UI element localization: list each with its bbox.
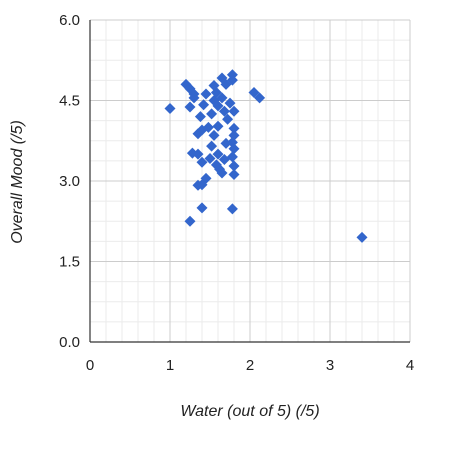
data-point (228, 160, 240, 172)
x-axis-title: Water (out of 5) (/5) (180, 403, 319, 420)
data-point (208, 79, 220, 91)
data-point (198, 99, 210, 111)
x-tick-label: 0 (86, 357, 94, 374)
data-point (200, 88, 212, 100)
data-point (224, 97, 236, 109)
data-point (184, 101, 196, 113)
data-points (164, 69, 368, 243)
data-point (206, 108, 218, 120)
data-point (212, 120, 224, 132)
data-point (204, 152, 216, 164)
data-point (196, 179, 208, 191)
data-point (220, 137, 232, 149)
data-point (254, 92, 266, 104)
data-point (212, 100, 224, 112)
x-tick-label: 4 (406, 357, 414, 374)
y-tick-labels: 0.0 1.5 3.0 4.5 6.0 (59, 12, 80, 351)
data-point (194, 111, 206, 123)
data-point (206, 140, 218, 152)
data-point (216, 167, 228, 179)
data-point (202, 121, 214, 133)
y-axis-title: Overall Mood (/5) (9, 120, 26, 244)
y-tick-label: 3.0 (59, 173, 80, 190)
axes (89, 20, 410, 343)
data-point (216, 92, 228, 104)
data-point (218, 105, 230, 117)
data-point (222, 113, 234, 125)
data-point (228, 122, 240, 134)
x-tick-label: 3 (326, 357, 334, 374)
x-tick-labels: 0 1 2 3 4 (86, 357, 414, 374)
data-point (196, 202, 208, 214)
data-point (188, 92, 200, 104)
x-tick-label: 2 (246, 357, 254, 374)
data-point (208, 129, 220, 141)
y-tick-label: 1.5 (59, 254, 80, 271)
data-point (356, 231, 368, 243)
y-tick-label: 0.0 (59, 334, 80, 351)
y-tick-label: 6.0 (59, 12, 80, 29)
data-point (196, 156, 208, 168)
data-point (226, 151, 238, 163)
data-point (228, 105, 240, 117)
data-point (226, 203, 238, 215)
data-point (226, 74, 238, 86)
data-point (212, 148, 224, 160)
data-point (210, 159, 222, 171)
data-point (228, 169, 240, 181)
data-point (184, 215, 196, 227)
y-tick-label: 4.5 (59, 93, 80, 110)
data-point (228, 143, 240, 155)
data-point (164, 103, 176, 115)
x-tick-label: 1 (166, 357, 174, 374)
data-point (192, 148, 204, 160)
